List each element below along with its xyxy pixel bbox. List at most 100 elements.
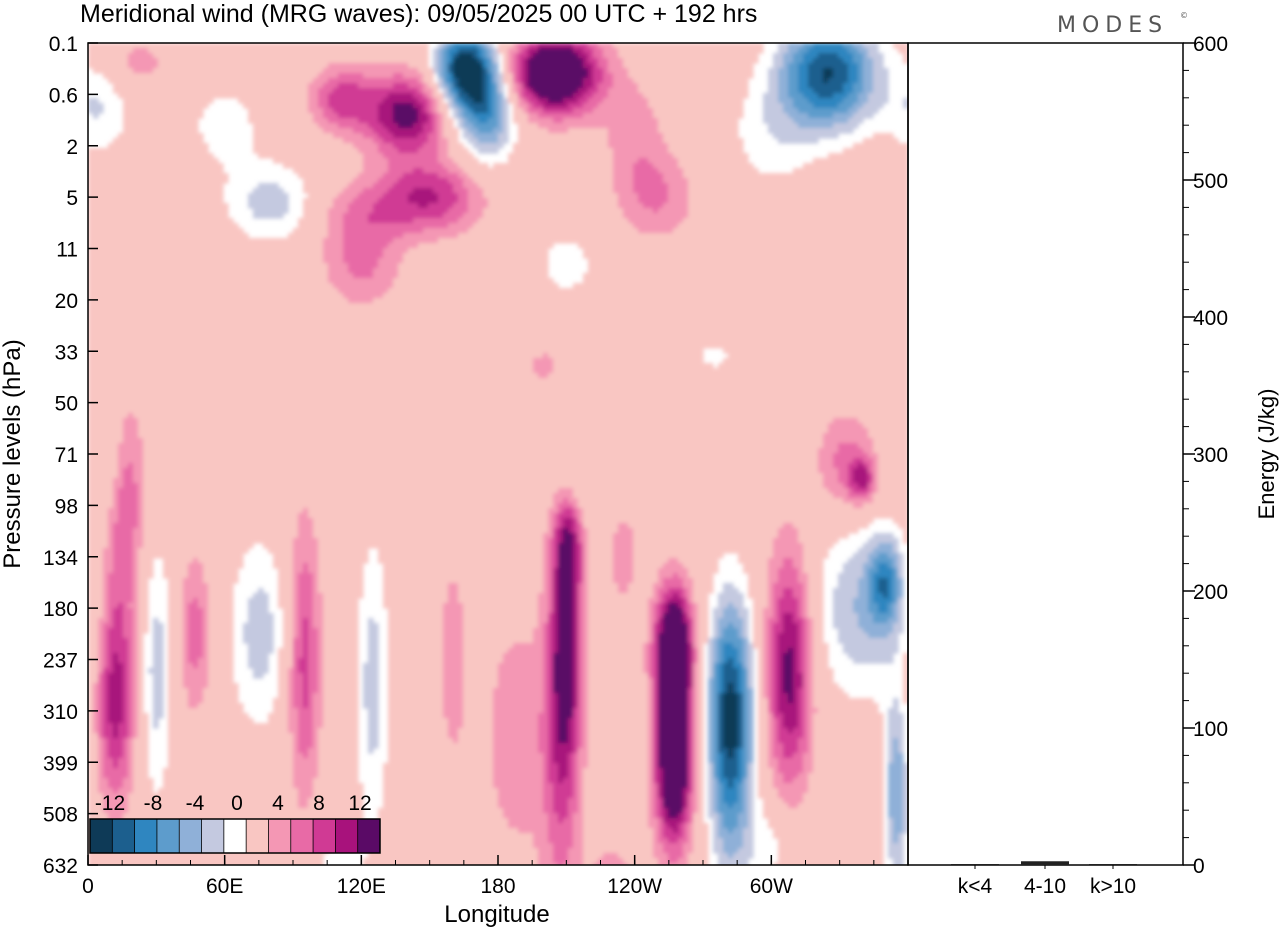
heatmap-cell	[583, 698, 589, 704]
heatmap-cell	[778, 848, 884, 854]
heatmap-cell	[133, 758, 149, 764]
heatmap-cell	[873, 58, 884, 64]
heatmap-cell	[728, 753, 734, 759]
heatmap-cell	[308, 803, 364, 809]
heatmap-cell	[323, 683, 359, 689]
heatmap-cell	[903, 813, 908, 819]
heatmap-cell	[863, 503, 908, 509]
heatmap-cell	[688, 853, 709, 859]
heatmap-cell	[743, 768, 749, 774]
heatmap-cell	[493, 733, 539, 739]
heatmap-cell	[743, 798, 749, 804]
heatmap-cell	[493, 688, 544, 694]
heatmap-cell	[298, 788, 314, 794]
heatmap-cell	[483, 63, 489, 69]
heatmap-cell	[448, 723, 464, 729]
heatmap-cell	[773, 863, 884, 865]
heatmap-cell	[698, 608, 709, 614]
heatmap-cell	[783, 63, 789, 69]
heatmap-cell	[123, 123, 199, 129]
heatmap-cell	[688, 618, 694, 624]
heatmap-cell	[123, 428, 139, 434]
heatmap-cell	[653, 593, 659, 599]
heatmap-cell	[688, 638, 694, 644]
heatmap-cell	[113, 478, 124, 484]
heatmap-cell	[318, 653, 324, 659]
heatmap-cell	[108, 688, 124, 694]
heatmap-cell	[443, 663, 464, 669]
heatmap-cell	[378, 828, 519, 834]
heatmap-cell	[88, 738, 99, 744]
heatmap-cell	[483, 208, 624, 214]
heatmap-cell	[583, 578, 589, 584]
heatmap-cell	[293, 663, 299, 669]
heatmap-cell	[693, 793, 699, 799]
heatmap-cell	[783, 53, 794, 59]
heatmap-cell	[718, 688, 724, 694]
heatmap-cell	[433, 123, 439, 129]
heatmap-cell	[453, 53, 459, 59]
heatmap-cell	[583, 583, 589, 589]
heatmap-cell	[368, 708, 379, 714]
heatmap-cell	[753, 618, 764, 624]
heatmap-cell	[698, 753, 704, 759]
heatmap-cell	[378, 823, 509, 829]
heatmap-cell	[453, 68, 484, 74]
heatmap-cell	[903, 808, 908, 814]
heatmap-cell	[408, 248, 549, 254]
heatmap-cell	[668, 558, 679, 564]
heatmap-cell	[573, 503, 579, 509]
heatmap-cell	[498, 123, 504, 129]
heatmap-cell	[893, 863, 904, 865]
heatmap-cell	[888, 808, 904, 814]
heatmap-cell	[168, 628, 184, 634]
heatmap-cell	[808, 73, 824, 79]
heatmap-cell	[903, 763, 908, 769]
heatmap-cell	[878, 473, 908, 479]
heatmap-cell	[803, 758, 814, 764]
heatmap-cell	[553, 643, 559, 649]
heatmap-cell	[103, 803, 129, 809]
heatmap-cell	[903, 688, 908, 694]
heatmap-cell	[103, 738, 109, 744]
heatmap-cell	[668, 148, 744, 154]
heatmap-cell	[138, 728, 149, 734]
heatmap-cell	[713, 738, 719, 744]
heatmap-cell	[548, 538, 554, 544]
heatmap-cell	[783, 673, 794, 679]
heatmap-cell	[893, 563, 899, 569]
heatmap-cell	[648, 813, 654, 819]
heatmap-cell	[458, 233, 908, 239]
heatmap-cell	[153, 673, 164, 679]
heatmap-cell	[718, 758, 724, 764]
heatmap-cell	[328, 223, 344, 229]
heatmap-cell	[713, 643, 719, 649]
heatmap-cell	[743, 793, 749, 799]
heatmap-cell	[138, 508, 144, 514]
heatmap-cell	[568, 803, 579, 809]
heatmap-cell	[98, 768, 104, 774]
heatmap-cell	[698, 648, 704, 654]
heatmap-cell	[133, 573, 139, 579]
heatmap-cell	[433, 88, 439, 94]
heatmap-cell	[128, 768, 134, 774]
heatmap-cell	[858, 613, 874, 619]
heatmap-cell	[713, 793, 719, 799]
heatmap-cell	[103, 748, 109, 754]
heatmap-cell	[153, 718, 159, 724]
heatmap-cell	[813, 658, 829, 664]
heatmap-cell	[513, 63, 519, 69]
heatmap-cell	[723, 608, 739, 614]
heatmap-cell	[593, 78, 604, 84]
heatmap-cell	[528, 63, 584, 69]
heatmap-cell	[758, 768, 774, 774]
heatmap-cell	[533, 358, 554, 364]
heatmap-cell	[573, 773, 579, 779]
heatmap-cell	[748, 578, 769, 584]
heatmap-cell	[773, 708, 779, 714]
heatmap-cell	[863, 463, 869, 469]
heatmap-cell	[88, 318, 908, 324]
heatmap-cell	[328, 268, 349, 274]
heatmap-cell	[663, 138, 744, 144]
heatmap-cell	[663, 793, 684, 799]
